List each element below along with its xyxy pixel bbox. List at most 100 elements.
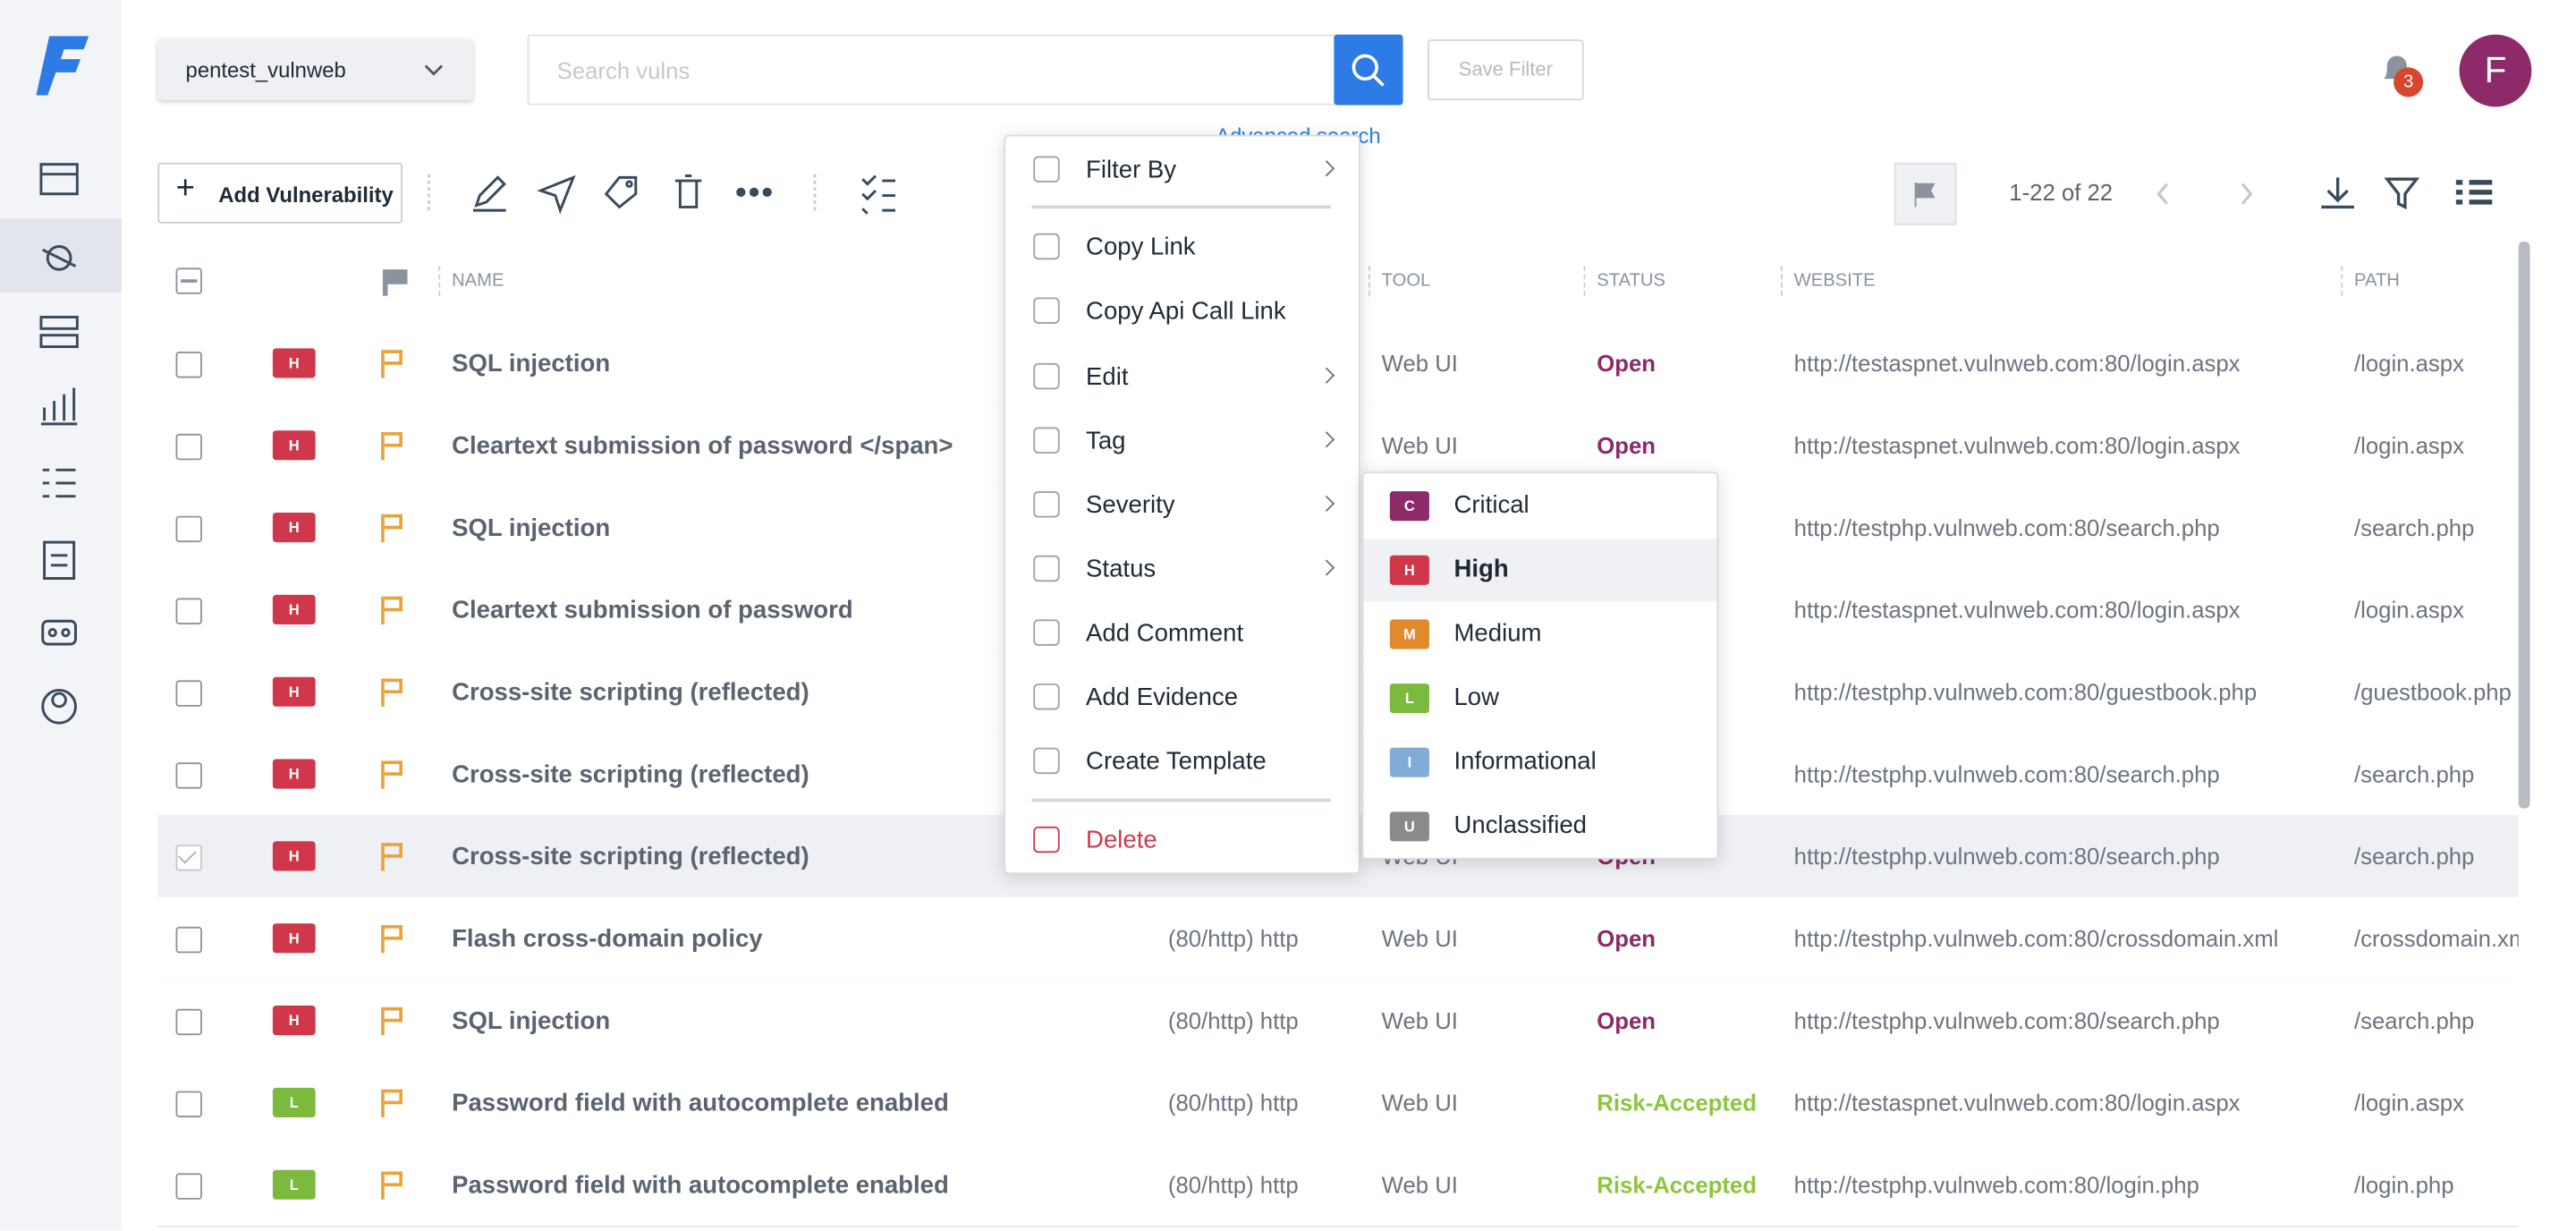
add-label: Add Vulnerability — [218, 182, 394, 208]
status: Open — [1597, 1006, 1656, 1034]
menu-item[interactable]: Severity — [1005, 478, 1359, 533]
severity-badge: H — [272, 923, 316, 954]
severity-badge: L — [272, 1087, 316, 1117]
tool: Web UI — [1381, 1006, 1458, 1034]
pager-and-actions[interactable] — [2144, 173, 2521, 216]
row-checkbox[interactable] — [175, 845, 202, 871]
menu-label: Add Comment — [1086, 619, 1244, 648]
flag-pole — [381, 432, 385, 461]
menu-item[interactable]: Filter By — [1005, 143, 1359, 199]
pagination: 1-22 of 22 — [2009, 179, 2114, 206]
table-row[interactable]: L Password field with autocomplete enable… — [157, 1061, 2519, 1146]
menu-label: Edit — [1086, 362, 1129, 392]
submenu-arrow — [1318, 160, 1335, 177]
vuln-name: Password field with autocomplete enabled — [452, 1089, 949, 1117]
flag-pole — [381, 1006, 385, 1036]
table-row[interactable]: H Flash cross-domain policy (80/http) http… — [157, 896, 2519, 981]
flag-pole — [381, 514, 385, 543]
row-checkbox[interactable] — [175, 1173, 202, 1200]
flag-pole — [381, 678, 385, 707]
submenu-arrow — [1318, 367, 1335, 384]
severity-option[interactable]: H High — [1363, 539, 1717, 602]
row-checkbox[interactable] — [175, 926, 202, 954]
severity-option[interactable]: C Critical — [1363, 474, 1717, 538]
service: (80/http) http — [1167, 1171, 1299, 1198]
tool: Web UI — [1381, 1171, 1458, 1198]
severity-badge: H — [272, 430, 316, 461]
menu-item[interactable]: Copy Link — [1005, 220, 1359, 276]
active-nav — [0, 218, 122, 293]
severity-option[interactable]: M Medium — [1363, 603, 1717, 666]
menu-item[interactable]: Create Template — [1005, 734, 1359, 790]
severity-badge: H — [272, 676, 316, 707]
severity-badge: H — [272, 841, 316, 871]
severity-option[interactable]: I Informational — [1363, 731, 1717, 794]
path: /login.aspx — [2353, 1089, 2464, 1116]
flag — [384, 514, 402, 530]
column-header: PATH — [2353, 271, 2400, 292]
context-menu: Filter By Copy Link Copy Api Call Link Edit… — [1004, 134, 1360, 875]
flag-pole — [381, 1089, 385, 1117]
row-checkbox[interactable] — [175, 1091, 202, 1117]
header-flag — [382, 269, 388, 296]
vuln-name: SQL injection — [452, 514, 611, 543]
menu-item[interactable]: Tag — [1005, 414, 1359, 470]
flag-pole — [381, 760, 385, 789]
column-header: WEBSITE — [1793, 271, 1876, 292]
submenu-arrow — [1318, 559, 1335, 576]
scrollbar[interactable] — [2518, 241, 2530, 809]
menu-item[interactable]: Edit — [1005, 350, 1359, 405]
row-checkbox[interactable] — [175, 515, 202, 543]
add-vulnerability[interactable]: + Add Vulnerability — [157, 162, 402, 224]
website: http://testphp.vulnweb.com:80/login.php — [1793, 1171, 2199, 1198]
severity-badge: H — [272, 1006, 316, 1036]
severity-option[interactable]: L Low — [1363, 666, 1717, 730]
severity-badge: H — [272, 594, 316, 624]
menu-icon — [1033, 619, 1060, 646]
row-checkbox[interactable] — [175, 762, 202, 789]
row-checkbox[interactable] — [175, 680, 202, 707]
menu-item[interactable]: Copy Api Call Link — [1005, 284, 1359, 340]
menu-item[interactable]: Add Comment — [1005, 607, 1359, 662]
flag — [384, 1089, 402, 1105]
header-flag-body — [387, 269, 408, 284]
menu-item[interactable]: Delete — [1005, 813, 1359, 869]
severity-badge: H — [272, 513, 316, 543]
website: http://testphp.vulnweb.com:80/search.php — [1793, 514, 2220, 541]
website: http://testphp.vulnweb.com:80/guestbook.… — [1793, 678, 2258, 705]
website: http://testaspnet.vulnweb.com:80/login.a… — [1793, 596, 2241, 624]
toolbar-icons[interactable] — [419, 165, 911, 220]
table-row[interactable]: H SQL injection (80/http) http Web UI Open ht… — [157, 979, 2519, 1064]
submenu-arrow — [1318, 431, 1335, 448]
search-button[interactable] — [1334, 34, 1403, 106]
path: /guestbook.php — [2353, 678, 2512, 705]
website: http://testphp.vulnweb.com:80/search.php — [1793, 760, 2220, 787]
menu-item[interactable]: Add Evidence — [1005, 670, 1359, 726]
service: (80/http) http — [1167, 1089, 1299, 1116]
select-all-dash — [181, 279, 198, 283]
vuln-name: Cleartext submission of password </span> — [452, 432, 953, 461]
flag-filter[interactable] — [1894, 162, 1957, 225]
table-row[interactable]: L Password field with autocomplete enable… — [157, 1143, 2519, 1228]
column-divider — [438, 266, 442, 296]
vuln-name: Cross-site scripting (reflected) — [452, 843, 809, 871]
menu-item[interactable]: Status — [1005, 542, 1359, 598]
menu-icon — [1033, 427, 1060, 454]
path: /login.php — [2353, 1171, 2454, 1198]
column-divider — [1368, 266, 1372, 296]
menu-icon — [1033, 826, 1060, 853]
workspace-select[interactable]: pentest_vulnweb — [157, 39, 473, 101]
nav-icons[interactable] — [36, 157, 85, 749]
avatar[interactable]: F — [2459, 34, 2532, 107]
flag — [384, 843, 402, 858]
column-header: NAME — [452, 271, 504, 292]
website: http://testaspnet.vulnweb.com:80/login.a… — [1793, 432, 2241, 459]
menu-label: Severity — [1086, 491, 1175, 520]
save-filter[interactable]: Save Filter — [1428, 39, 1584, 101]
search-input[interactable]: Search vulns — [527, 34, 1338, 106]
row-checkbox[interactable] — [175, 433, 202, 461]
row-checkbox[interactable] — [175, 352, 202, 378]
row-checkbox[interactable] — [175, 598, 202, 624]
severity-option[interactable]: U Unclassified — [1363, 794, 1717, 858]
row-checkbox[interactable] — [175, 1008, 202, 1036]
